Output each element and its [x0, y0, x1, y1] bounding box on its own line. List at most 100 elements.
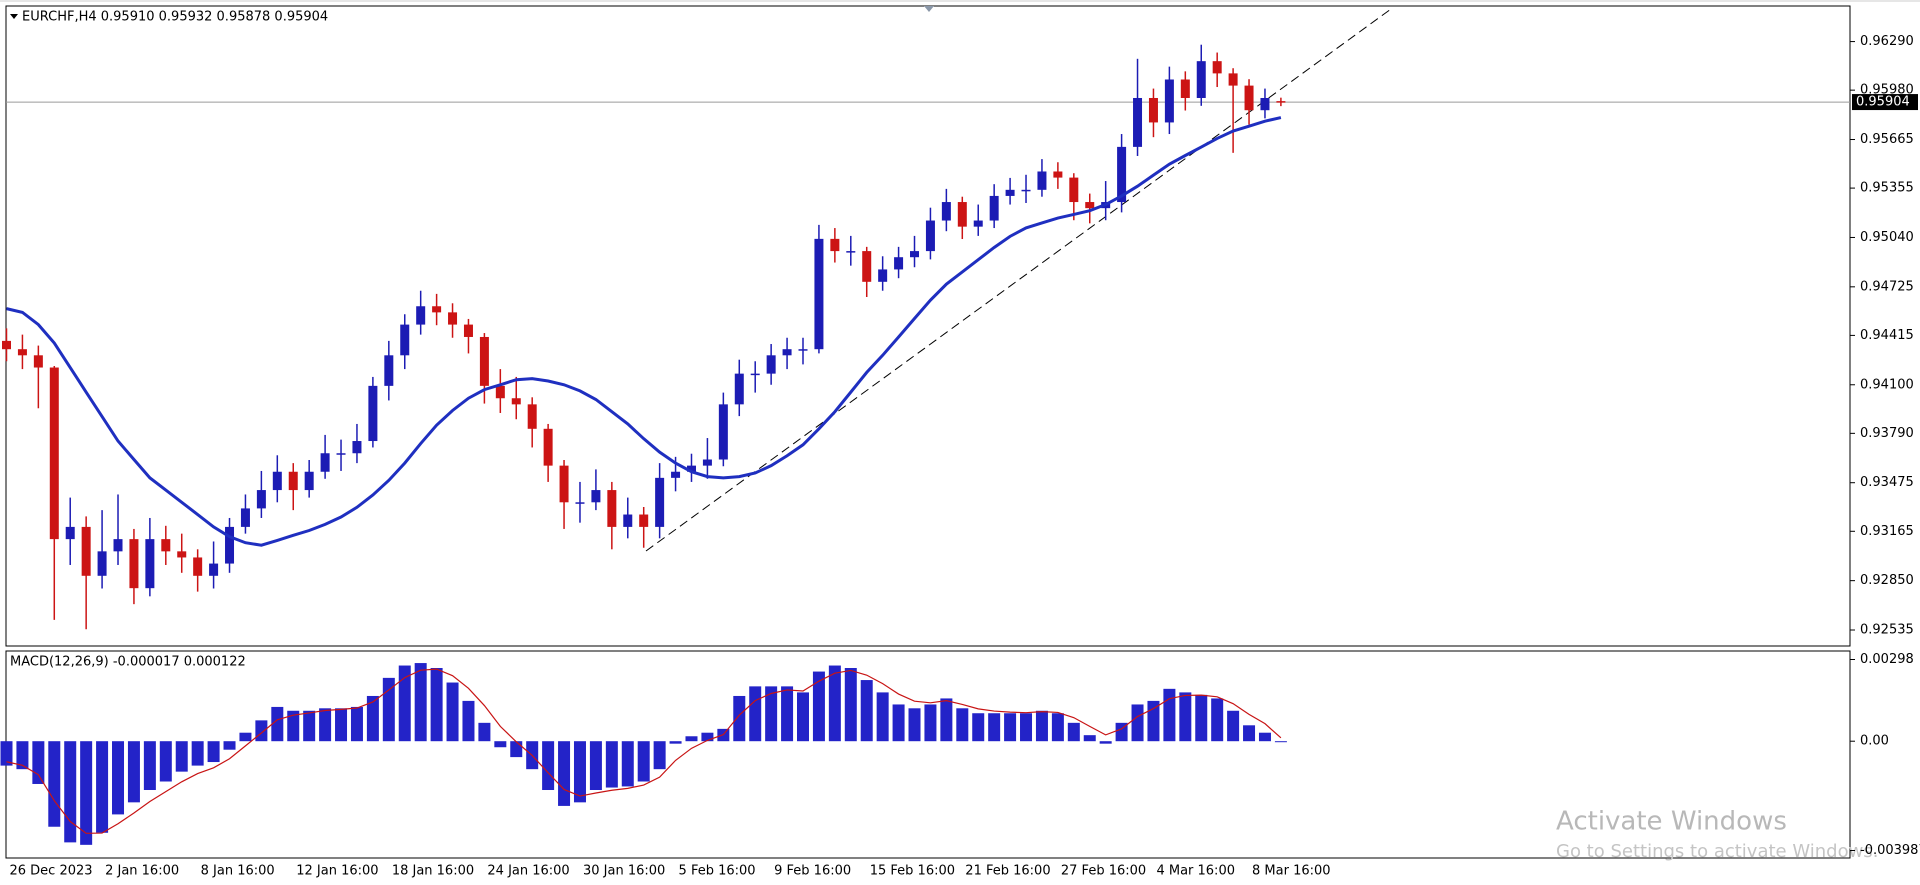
x-tick-label: 21 Feb 16:00 [965, 864, 1050, 879]
candle-body [910, 251, 920, 258]
candle-body [511, 398, 521, 405]
candle-body [49, 367, 59, 540]
title-triangle [10, 14, 18, 19]
shift-marker [924, 6, 934, 12]
macd-title: MACD(12,26,9) -0.000017 0.000122 [10, 655, 246, 670]
macd-bar [48, 741, 61, 827]
macd-bar [1099, 741, 1112, 744]
candle-body [671, 471, 681, 478]
candle-body [1005, 189, 1015, 196]
x-tick-label: 24 Jan 16:00 [487, 864, 569, 879]
candle-body [989, 195, 999, 221]
candle-body [527, 404, 537, 429]
macd-bar [96, 741, 109, 833]
macd-bar [637, 741, 650, 782]
y-tick-label: 0.93790 [1860, 426, 1914, 441]
macd-bar [478, 722, 491, 742]
macd-bar [271, 706, 284, 742]
candle-body [623, 514, 633, 527]
macd-bar [64, 741, 77, 843]
candle-body [97, 551, 107, 576]
macd-bar [335, 708, 348, 742]
macd-bar [972, 713, 985, 742]
macd-bar [860, 680, 873, 742]
candle-body [1117, 146, 1127, 203]
candle-body [1276, 101, 1286, 103]
candle-body [416, 306, 426, 325]
candle-body [33, 355, 43, 368]
candle-body [1196, 61, 1206, 98]
candle-body [1085, 202, 1095, 209]
macd-bar [812, 671, 825, 742]
macd-bar [1274, 741, 1287, 743]
candle-body [655, 477, 665, 527]
y-tick-label: 0.95355 [1860, 181, 1914, 196]
candle-body [81, 526, 91, 576]
candle-body [272, 471, 282, 491]
x-tick-label: 15 Feb 16:00 [870, 864, 955, 879]
candle-body [814, 238, 824, 350]
candle-body [113, 539, 123, 552]
candle-body [65, 526, 75, 540]
watermark-subtitle: Go to Settings to activate Windows. [1556, 841, 1878, 862]
macd-bar [542, 741, 555, 791]
macd-bar [988, 713, 1001, 742]
macd-bar [1211, 698, 1224, 742]
y-tick-label: 0.94725 [1860, 279, 1914, 294]
candle-body [1133, 97, 1143, 147]
candle-body [240, 508, 250, 527]
x-tick-label: 8 Jan 16:00 [201, 864, 275, 879]
x-tick-label: 5 Feb 16:00 [679, 864, 756, 879]
macd-bar [621, 741, 634, 787]
candle-body [734, 373, 744, 405]
watermark-title: Activate Windows [1556, 807, 1787, 837]
macd-bar [430, 667, 443, 742]
macd-bar [605, 741, 618, 788]
candle-body [336, 453, 346, 455]
candle-body [463, 324, 473, 337]
candle-body [973, 220, 983, 227]
candle-body [766, 355, 776, 374]
candle-body [1180, 79, 1190, 98]
macd-bar [382, 677, 395, 742]
candle-body [177, 551, 187, 558]
macd-bar [1163, 688, 1176, 742]
candle-body [559, 465, 569, 503]
candle-body [1244, 85, 1254, 111]
moving-average [6, 116, 1282, 547]
macd-bar [303, 710, 316, 742]
macd-bar [924, 704, 937, 742]
macd-bar [1227, 710, 1240, 742]
candle-body [384, 355, 394, 386]
candle-body [718, 404, 728, 460]
macd-bar [1020, 713, 1033, 742]
y-tick-label: 0.00 [1860, 734, 1889, 749]
macd-bar [223, 741, 236, 750]
candle-body [782, 349, 792, 356]
y-tick-label: 0.92850 [1860, 573, 1914, 588]
macd-bar [749, 686, 762, 742]
macd-bar [1258, 732, 1271, 742]
candle-body [591, 490, 601, 503]
x-tick-label: 9 Feb 16:00 [774, 864, 851, 879]
macd-bar [940, 698, 953, 742]
candle-body [193, 557, 203, 576]
y-tick-label: 0.93165 [1860, 524, 1914, 539]
macd-bar [733, 695, 746, 742]
macd-bar [366, 695, 379, 742]
macd-bar [287, 710, 300, 742]
macd-bar [319, 708, 332, 742]
macd-bar [80, 741, 93, 845]
macd-bar [255, 720, 268, 742]
candle-body [495, 385, 505, 399]
macd-bar [797, 692, 809, 742]
candle-body [1164, 79, 1174, 123]
macd-bar [1115, 722, 1128, 742]
chart-title: EURCHF,H4 0.95910 0.95932 0.95878 0.9590… [22, 10, 328, 25]
candle-body [941, 202, 951, 221]
candle-body [448, 312, 458, 325]
macd-signal [6, 668, 1282, 834]
x-tick-label: 4 Mar 16:00 [1156, 864, 1235, 879]
candle-body [750, 373, 760, 376]
